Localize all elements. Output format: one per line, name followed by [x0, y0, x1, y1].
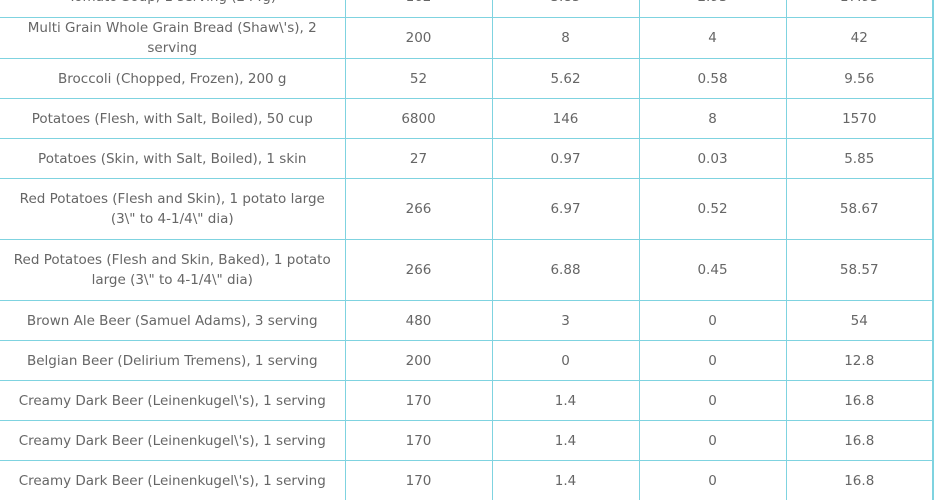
fat-cell: 0.58: [638, 58, 787, 99]
fat-cell: 0.52: [638, 178, 787, 240]
food-cell: Potatoes (Flesh, with Salt, Boiled), 50 …: [0, 98, 346, 139]
food-cell: Multi Grain Whole Grain Bread (Shaw\'s),…: [0, 17, 346, 59]
calories-cell: 200: [344, 340, 493, 381]
carbs-cell: 58.67: [785, 178, 934, 240]
protein-cell: 0.97: [491, 138, 640, 179]
food-cell: Broccoli (Chopped, Frozen), 200 g: [0, 58, 346, 99]
food-cell: Brown Ale Beer (Samuel Adams), 3 serving: [0, 300, 346, 341]
table-row: Creamy Dark Beer (Leinenkugel\'s), 1 ser…: [0, 460, 934, 500]
table-row: Multi Grain Whole Grain Bread (Shaw\'s),…: [0, 17, 934, 59]
calories-cell: 52: [344, 58, 493, 99]
fat-cell: 0: [638, 420, 787, 461]
fat-cell: 0: [638, 300, 787, 341]
calories-cell: 6800: [344, 98, 493, 139]
fat-cell: 0: [638, 340, 787, 381]
carbs-cell: 12.8: [785, 340, 934, 381]
food-cell: Red Potatoes (Flesh and Skin), 1 potato …: [0, 178, 346, 240]
protein-cell: 6.88: [491, 239, 640, 301]
fat-cell: 2.93: [638, 0, 787, 18]
calories-cell: 480: [344, 300, 493, 341]
carbs-cell: 42: [785, 17, 934, 59]
calories-cell: 27: [344, 138, 493, 179]
table-row: Potatoes (Flesh, with Salt, Boiled), 50 …: [0, 98, 934, 139]
food-cell: Potatoes (Skin, with Salt, Boiled), 1 sk…: [0, 138, 346, 179]
food-cell: Red Potatoes (Flesh and Skin, Baked), 1 …: [0, 239, 346, 301]
food-cell: Creamy Dark Beer (Leinenkugel\'s), 1 ser…: [0, 460, 346, 500]
calories-cell: 170: [344, 380, 493, 421]
table-row: Potatoes (Skin, with Salt, Boiled), 1 sk…: [0, 138, 934, 179]
fat-cell: 0: [638, 380, 787, 421]
carbs-cell: 16.8: [785, 460, 934, 500]
fat-cell: 0.03: [638, 138, 787, 179]
food-cell: Creamy Dark Beer (Leinenkugel\'s), 1 ser…: [0, 420, 346, 461]
table-row: Tomato Soup, 1 serving (244g) 162 3.85 2…: [0, 0, 934, 18]
protein-cell: 3.85: [491, 0, 640, 18]
carbs-cell: 54: [785, 300, 934, 341]
fat-cell: 0.45: [638, 239, 787, 301]
table-row: Broccoli (Chopped, Frozen), 200 g 52 5.6…: [0, 58, 934, 99]
table-row: Creamy Dark Beer (Leinenkugel\'s), 1 ser…: [0, 420, 934, 461]
calories-cell: 266: [344, 239, 493, 301]
protein-cell: 146: [491, 98, 640, 139]
protein-cell: 3: [491, 300, 640, 341]
protein-cell: 6.97: [491, 178, 640, 240]
table-row: Red Potatoes (Flesh and Skin), 1 potato …: [0, 178, 934, 240]
fat-cell: 4: [638, 17, 787, 59]
calories-cell: 170: [344, 420, 493, 461]
table-row: Belgian Beer (Delirium Tremens), 1 servi…: [0, 340, 934, 381]
carbs-cell: 1570: [785, 98, 934, 139]
calories-cell: 200: [344, 17, 493, 59]
food-cell: Tomato Soup, 1 serving (244g): [0, 0, 346, 18]
carbs-cell: 5.85: [785, 138, 934, 179]
calories-cell: 162: [344, 0, 493, 18]
carbs-cell: 17.93: [785, 0, 934, 18]
food-cell: Belgian Beer (Delirium Tremens), 1 servi…: [0, 340, 346, 381]
protein-cell: 1.4: [491, 420, 640, 461]
food-cell: Creamy Dark Beer (Leinenkugel\'s), 1 ser…: [0, 380, 346, 421]
protein-cell: 1.4: [491, 460, 640, 500]
carbs-cell: 16.8: [785, 420, 934, 461]
fat-cell: 8: [638, 98, 787, 139]
table-row: Brown Ale Beer (Samuel Adams), 3 serving…: [0, 300, 934, 341]
table-row: Creamy Dark Beer (Leinenkugel\'s), 1 ser…: [0, 380, 934, 421]
calories-cell: 266: [344, 178, 493, 240]
protein-cell: 1.4: [491, 380, 640, 421]
carbs-cell: 16.8: [785, 380, 934, 421]
carbs-cell: 58.57: [785, 239, 934, 301]
fat-cell: 0: [638, 460, 787, 500]
calories-cell: 170: [344, 460, 493, 500]
table-row: Red Potatoes (Flesh and Skin, Baked), 1 …: [0, 239, 934, 301]
protein-cell: 8: [491, 17, 640, 59]
protein-cell: 5.62: [491, 58, 640, 99]
protein-cell: 0: [491, 340, 640, 381]
carbs-cell: 9.56: [785, 58, 934, 99]
